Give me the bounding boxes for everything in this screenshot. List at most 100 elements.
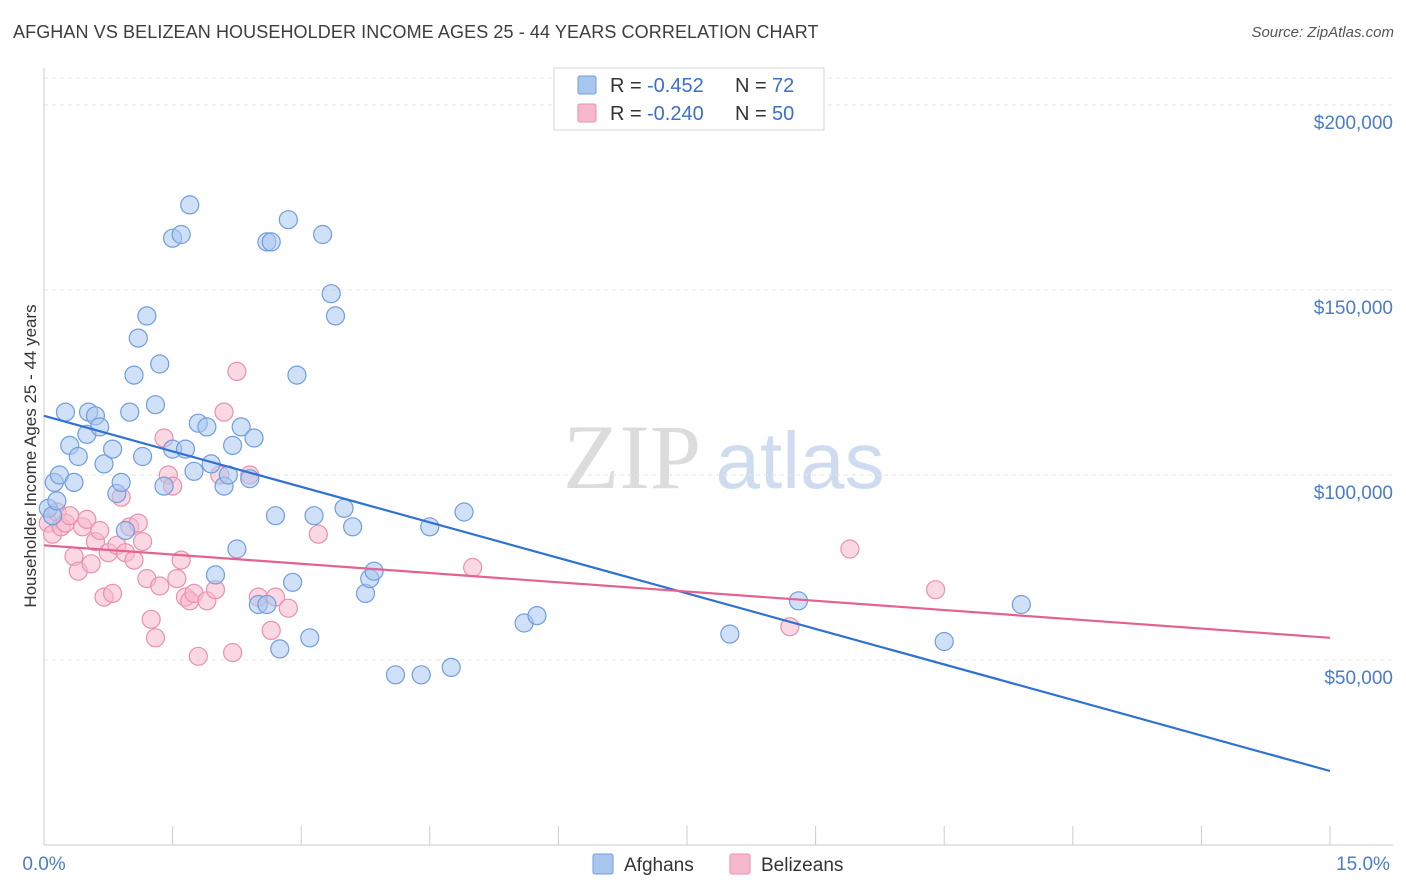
belizeans-point-50 [840, 539, 860, 559]
afghans-point-57 [334, 498, 354, 518]
afghans-point-40 [231, 417, 251, 437]
afghans-point-46 [261, 232, 281, 252]
belizeans-point-26 [150, 576, 170, 596]
afghans-point-24 [150, 354, 170, 374]
afghans-point-71 [934, 631, 954, 652]
afghans-point-7 [64, 472, 84, 492]
y-tick-label-2: $150,000 [1314, 298, 1393, 319]
legend-n-value-belizeans: 50 [772, 103, 794, 125]
legend-n-label-belizeans: N = [735, 103, 767, 125]
afghans-point-50 [283, 572, 303, 592]
belizeans-trend-line [43, 544, 1331, 639]
afghans-point-13 [94, 454, 114, 474]
afghans-point-16 [111, 472, 131, 492]
afghans-point-8 [68, 446, 88, 467]
afghans-point-68 [527, 605, 547, 626]
afghans-point-52 [300, 628, 320, 648]
afghans-point-38 [223, 435, 243, 455]
afghans-point-62 [385, 665, 406, 685]
afghans-point-30 [180, 195, 200, 215]
legend-swatch-afghans [577, 75, 597, 95]
afghans-point-31 [184, 461, 204, 481]
x-tick-label-max: 15.0% [1336, 854, 1390, 875]
belizeans-points [38, 361, 946, 666]
legend-r-value-belizeans: -0.240 [647, 103, 704, 125]
belizeans-point-48 [463, 557, 483, 578]
belizeans-point-12 [90, 520, 110, 541]
afghans-point-35 [205, 565, 226, 585]
belizeans-point-39 [214, 402, 234, 422]
afghans-point-23 [145, 395, 166, 415]
belizeans-point-41 [227, 361, 247, 381]
afghans-point-5 [55, 402, 76, 422]
series-legend-swatch-belizeans [729, 853, 751, 875]
belizeans-point-44 [261, 620, 281, 641]
belizeans-point-46 [278, 598, 298, 618]
afghans-point-25 [154, 476, 174, 496]
belizeans-point-40 [223, 642, 243, 663]
belizeans-point-20 [124, 550, 144, 570]
afghans-point-53 [304, 506, 324, 526]
belizeans-point-47 [308, 524, 328, 544]
afghans-point-49 [278, 210, 298, 230]
afghans-point-56 [325, 306, 346, 326]
correlation-legend: R = -0.452 N = 72 R = -0.240 N = 50 [553, 67, 825, 131]
afghans-point-65 [454, 502, 474, 522]
watermark: ZIP atlas [563, 406, 884, 508]
watermark-atlas: atlas [716, 416, 885, 505]
afghans-point-55 [321, 284, 341, 304]
y-tick-label-0: $50,000 [1324, 668, 1393, 689]
afghans-point-14 [102, 439, 123, 459]
afghans-point-42 [244, 428, 264, 448]
belizeans-point-22 [132, 531, 153, 552]
afghans-point-64 [420, 517, 440, 537]
afghans-point-20 [128, 328, 148, 348]
trend-lines [43, 414, 1331, 773]
belizeans-point-9 [77, 509, 97, 530]
x-axis-ticks [43, 826, 1331, 845]
legend-r-label-afghans: R = [610, 75, 642, 97]
legend-swatch-belizeans [577, 103, 597, 123]
y-axis-ticks: $50,000 $100,000 $150,000 $200,000 [1314, 113, 1393, 689]
legend-n-value-afghans: 72 [772, 75, 794, 97]
belizeans-point-24 [141, 609, 161, 629]
y-axis-label: Householder Income Ages 25 - 44 years [21, 304, 40, 607]
afghans-point-44 [257, 594, 277, 615]
afghans-point-21 [132, 446, 153, 467]
afghans-point-18 [120, 402, 140, 422]
series-legend-label-belizeans: Belizeans [761, 855, 843, 876]
legend-box [553, 67, 825, 131]
belizeans-point-51 [926, 580, 946, 600]
x-tick-label-min: 0.0% [22, 854, 65, 875]
legend-r-label-belizeans: R = [610, 103, 642, 125]
y-tick-label-1: $100,000 [1314, 483, 1393, 504]
belizeans-point-25 [145, 628, 166, 648]
chart-source: Source: ZipAtlas.com [1251, 24, 1394, 41]
afghans-point-3 [47, 491, 67, 511]
afghans-point-63 [411, 665, 431, 685]
watermark-zip: ZIP [563, 406, 701, 508]
afghans-point-58 [343, 517, 363, 537]
afghans-points [38, 195, 1031, 685]
chart-title: AFGHAN VS BELIZEAN HOUSEHOLDER INCOME AG… [13, 22, 819, 42]
afghans-point-69 [720, 624, 740, 644]
series-legend-swatch-afghans [592, 853, 614, 875]
belizeans-point-30 [167, 568, 187, 589]
afghans-point-28 [171, 224, 191, 245]
belizeans-point-15 [102, 583, 123, 604]
y-tick-label-3: $200,000 [1314, 113, 1393, 134]
legend-n-label-afghans: N = [735, 75, 767, 97]
gridlines [44, 77, 1393, 661]
afghans-point-39 [227, 539, 247, 559]
afghans-point-61 [364, 561, 384, 581]
afghans-point-19 [124, 365, 144, 385]
afghans-point-54 [313, 224, 333, 245]
afghans-point-66 [441, 657, 461, 678]
legend-r-value-afghans: -0.452 [647, 75, 704, 97]
belizeans-point-35 [188, 646, 208, 666]
afghans-point-17 [115, 520, 136, 541]
afghans-point-47 [265, 506, 286, 526]
belizeans-point-10 [81, 554, 101, 574]
